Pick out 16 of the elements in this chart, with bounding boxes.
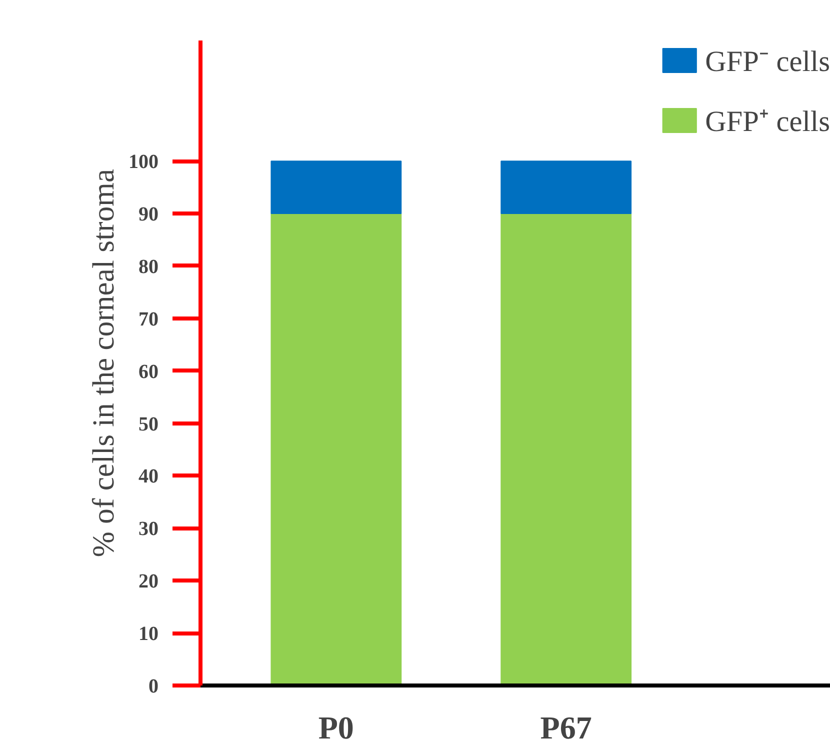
y-axis-title: % of cells in the corneal stroma: [86, 168, 120, 558]
y-tick-label: 0: [148, 676, 158, 698]
y-tick-label: 100: [128, 151, 158, 174]
y-tick-label: 90: [138, 204, 158, 226]
y-tick-label: 60: [138, 360, 158, 383]
x-tick-label: P67: [540, 710, 592, 746]
y-tick-label: 30: [138, 518, 158, 540]
y-tick-label: 70: [138, 308, 158, 330]
y-tick-label: 10: [138, 623, 158, 646]
y-tick-label: 80: [138, 256, 158, 278]
x-tick-label: P0: [318, 710, 354, 746]
y-tick-label: 20: [138, 570, 158, 593]
legend-label: GFP⁻ cells: [705, 45, 830, 80]
y-tick-label: 40: [138, 466, 158, 488]
legend-label: GFP⁺ cells: [705, 105, 830, 140]
y-tick-label: 50: [138, 413, 158, 436]
